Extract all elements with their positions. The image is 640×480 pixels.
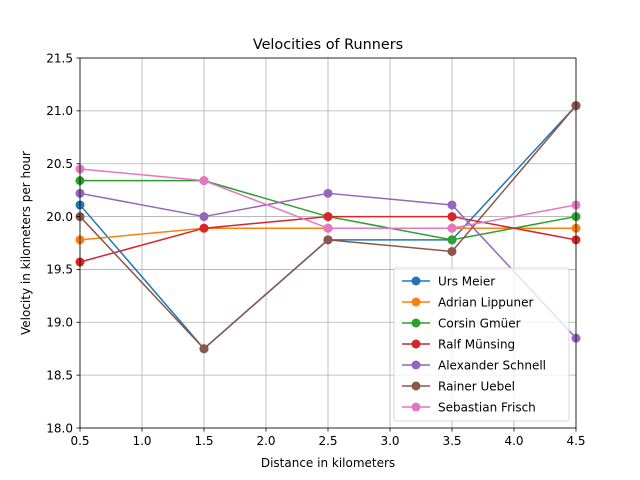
legend-marker <box>411 381 421 391</box>
legend-label: Urs Meier <box>438 274 495 288</box>
x-axis-label: Distance in kilometers <box>261 456 395 470</box>
y-axis: 18.0 18.5 19.0 19.5 20.0 20.5 21.0 21.5 <box>46 51 80 435</box>
legend-box <box>393 267 570 422</box>
x-tick-label: 1.0 <box>132 434 151 448</box>
x-tick-label: 3.5 <box>442 434 461 448</box>
y-tick-label: 19.5 <box>46 263 73 277</box>
series-sebastian-frisch <box>75 164 581 233</box>
legend-label: Sebastian Frisch <box>438 400 536 414</box>
x-tick-label: 2.0 <box>256 434 275 448</box>
x-tick-label: 4.0 <box>504 434 523 448</box>
data-point <box>323 212 333 222</box>
legend-label: Alexander Schnell <box>438 358 546 372</box>
y-tick-label: 21.0 <box>46 104 73 118</box>
x-axis: 0.5 1.0 1.5 2.0 2.5 3.0 3.5 4.0 4.5 <box>70 428 586 448</box>
legend-marker <box>411 318 421 328</box>
y-tick-label: 21.5 <box>46 51 73 65</box>
y-axis-label: Velocity in kilometers per hour <box>19 151 33 335</box>
data-point <box>323 188 333 198</box>
legend-label: Adrian Lippuner <box>438 295 534 309</box>
legend-marker <box>411 297 421 307</box>
y-tick-label: 18.5 <box>46 368 73 382</box>
legend-label: Corsin Gmüer <box>438 316 521 330</box>
data-point <box>447 235 457 245</box>
legend-label: Rainer Uebel <box>438 379 515 393</box>
data-point <box>199 344 209 354</box>
x-tick-label: 2.5 <box>318 434 337 448</box>
legend-item: Urs Meier <box>402 274 495 288</box>
x-tick-label: 1.5 <box>194 434 213 448</box>
legend: Urs Meier Adrian Lippuner Corsin Gmüer Ralf… <box>393 267 570 422</box>
data-point <box>199 176 209 186</box>
legend-item: Alexander Schnell <box>402 358 546 372</box>
legend-item: Corsin Gmüer <box>402 316 521 330</box>
data-point <box>447 200 457 210</box>
y-tick-label: 20.0 <box>46 210 73 224</box>
data-point <box>323 235 333 245</box>
data-point <box>199 212 209 222</box>
y-tick-label: 18.0 <box>46 421 73 435</box>
y-tick-label: 19.0 <box>46 316 73 330</box>
series-rainer-uebel <box>75 101 581 354</box>
y-tick-label: 20.5 <box>46 157 73 171</box>
series-layer <box>75 101 581 354</box>
chart-title: Velocities of Runners <box>253 37 403 53</box>
legend-marker <box>411 276 421 286</box>
data-point <box>447 212 457 222</box>
data-point <box>447 246 457 256</box>
legend-marker <box>411 339 421 349</box>
legend-item: Ralf Münsing <box>402 337 515 351</box>
data-point <box>323 223 333 233</box>
x-tick-label: 0.5 <box>70 434 89 448</box>
legend-item: Sebastian Frisch <box>402 400 536 414</box>
legend-item: Rainer Uebel <box>402 379 515 393</box>
legend-marker <box>411 360 421 370</box>
legend-item: Adrian Lippuner <box>402 295 534 309</box>
legend-label: Ralf Münsing <box>438 337 515 351</box>
x-tick-label: 4.5 <box>566 434 585 448</box>
legend-marker <box>411 402 421 412</box>
x-tick-label: 3.0 <box>380 434 399 448</box>
data-point <box>447 223 457 233</box>
data-point <box>199 223 209 233</box>
